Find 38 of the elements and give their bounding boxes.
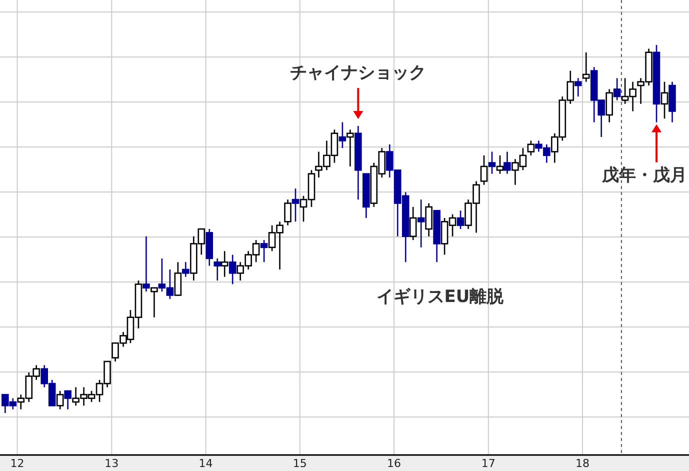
candlestick: [150, 287, 158, 318]
candlestick: [417, 198, 425, 248]
annotation: イギリスEU離脱: [376, 287, 505, 307]
candlestick: [613, 77, 621, 101]
candlestick: [346, 128, 354, 168]
candlestick: [425, 202, 432, 238]
candlestick: [292, 188, 300, 222]
candlestick: [527, 140, 535, 156]
annotation: 戊年・戊月: [601, 165, 687, 186]
candlestick: [214, 258, 222, 282]
candlestick: [480, 154, 488, 186]
x-tick-label: 14: [198, 457, 213, 470]
candlestick: [182, 261, 190, 278]
annotation: チャイナショック: [290, 62, 426, 83]
x-tick-label: 13: [104, 457, 119, 470]
candlestick: [56, 390, 64, 410]
candlestick: [284, 198, 292, 226]
x-tick-label: 12: [10, 457, 24, 470]
candlestick: [504, 151, 511, 174]
candlestick: [228, 254, 236, 285]
candlestick: [660, 81, 668, 120]
candlestick: [496, 154, 504, 174]
candlestick: [64, 390, 72, 410]
candlestick: [220, 250, 228, 278]
candlestick: [582, 52, 590, 82]
candlestick: [456, 210, 464, 230]
candlestick: [260, 239, 268, 263]
x-tick-label: 17: [481, 457, 496, 470]
candlestick: [338, 122, 346, 149]
candlestick: [142, 236, 150, 292]
candlestick: [174, 261, 182, 296]
candlestick: [606, 88, 613, 123]
x-tick-label: 16: [387, 457, 402, 470]
candlestick: [574, 77, 582, 98]
x-tick-label: 15: [292, 457, 307, 470]
x-tick-label: 18: [576, 457, 590, 470]
candlestick: [488, 151, 496, 174]
candlestick: [409, 206, 417, 241]
